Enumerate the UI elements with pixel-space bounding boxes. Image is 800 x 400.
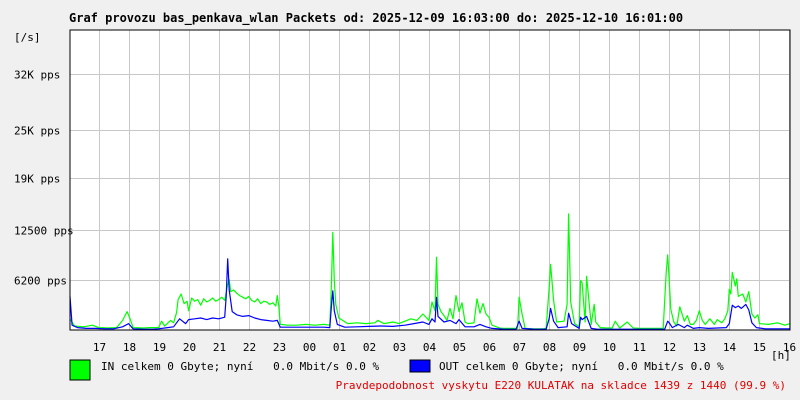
x-tick-label: 12	[663, 341, 676, 354]
plot-frame	[69, 29, 791, 331]
x-tick-label: 22	[243, 341, 256, 354]
legend-out-swatch	[409, 359, 431, 373]
y-tick-label: 25K pps	[14, 125, 60, 138]
chart-title: Graf provozu bas_penkava_wlan Packets od…	[69, 11, 683, 26]
x-tick-label: 10	[603, 341, 616, 354]
x-tick-label: 11	[633, 341, 646, 354]
series-layer	[69, 213, 791, 330]
x-tick-label: 07	[513, 341, 526, 354]
y-tick-label: 6200 pps	[14, 275, 67, 288]
x-tick-label: 13	[693, 341, 706, 354]
x-tick-label: 19	[153, 341, 166, 354]
x-tick-label: 14	[723, 341, 737, 354]
legend-in-label: IN celkem 0 Gbyte; nyní 0.0 Mbit/s 0.0 %	[101, 360, 380, 373]
x-tick-label: 20	[183, 341, 196, 354]
x-tick-label: 06	[483, 341, 496, 354]
x-tick-label: 04	[423, 341, 437, 354]
y-tick-label: 12500 pps	[14, 225, 74, 238]
x-tick-label: 17	[93, 341, 106, 354]
x-tick-label: 01	[333, 341, 346, 354]
x-tick-label: 00	[303, 341, 316, 354]
x-tick-label: 09	[573, 341, 586, 354]
y-axis-ticks: 6200 pps 12500 pps 19K pps 25K pps 32K pps	[14, 69, 74, 288]
legend-out-label: OUT celkem 0 Gbyte; nyní 0.0 Mbit/s 0.0 …	[439, 360, 724, 373]
x-tick-label: 15	[753, 341, 766, 354]
x-tick-label: 21	[213, 341, 226, 354]
availability-note: Pravdepodobnost vyskytu E220 KULATAK na …	[336, 379, 786, 392]
x-unit-label: [h]	[771, 349, 791, 362]
x-axis-ticks: 17 18 19 20 21 22 23 00 01 02 03 04 05 06 07 08 09 10 11 12…	[93, 341, 796, 354]
x-tick-label: 02	[363, 341, 376, 354]
y-unit-label: [/s]	[14, 31, 41, 44]
x-tick-label: 05	[453, 341, 466, 354]
series-in-line	[69, 213, 791, 330]
x-tick-label: 18	[123, 341, 136, 354]
grid-lines	[70, 30, 790, 330]
y-tick-label: 32K pps	[14, 69, 60, 82]
x-tick-label: 08	[543, 341, 556, 354]
series-out-line	[69, 258, 790, 330]
legend-in-swatch	[69, 359, 91, 381]
x-tick-label: 16	[783, 341, 796, 354]
x-tick-label: 03	[393, 341, 406, 354]
x-tick-label: 23	[273, 341, 286, 354]
y-tick-label: 19K pps	[14, 173, 60, 186]
